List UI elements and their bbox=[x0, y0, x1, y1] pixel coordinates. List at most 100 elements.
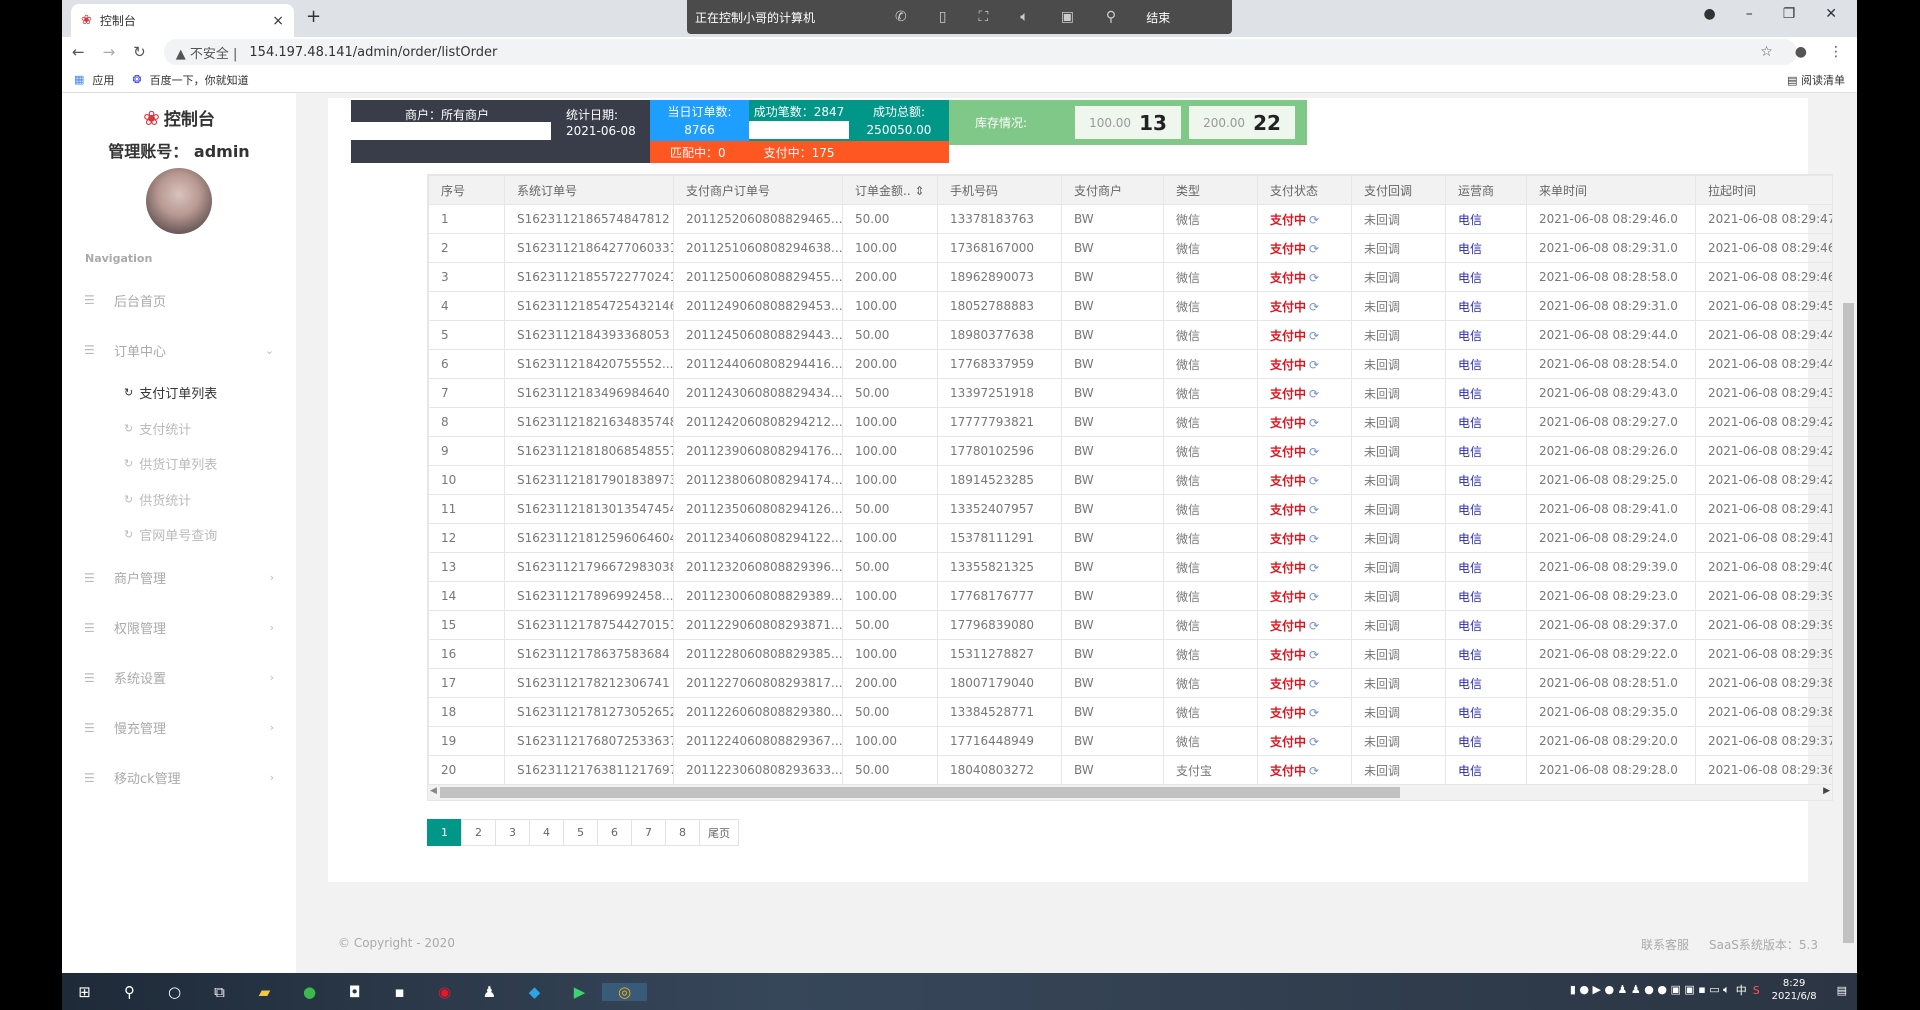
table-row[interactable]: 13 S1623112179667298303​8 2011232060808829… bbox=[428, 552, 1832, 582]
table-row[interactable]: 8 S1623112182163483574​8 20112420608082942… bbox=[428, 407, 1832, 437]
account-icon[interactable]: ● bbox=[1794, 44, 1807, 60]
column-header[interactable]: 支付回调 bbox=[1351, 175, 1446, 205]
scroll-right-icon[interactable]: ▶ bbox=[1823, 786, 1830, 796]
ratio-icon[interactable]: ▯ bbox=[938, 9, 947, 25]
table-row[interactable]: 9 S1623112181806854855​7 20112390608082941… bbox=[428, 436, 1832, 466]
media-player-icon[interactable]: ▶ bbox=[573, 982, 586, 1001]
search-icon[interactable]: ⚲ bbox=[124, 982, 135, 1001]
minimize-icon[interactable]: – bbox=[1745, 6, 1753, 22]
restore-icon[interactable]: ❐ bbox=[1782, 6, 1796, 22]
page-button[interactable]: 1 bbox=[427, 819, 462, 846]
telegram-icon[interactable]: ◆ bbox=[528, 982, 541, 1001]
task-view-icon[interactable]: ⧉ bbox=[214, 982, 225, 1001]
refresh-icon[interactable]: ⟳ bbox=[1309, 444, 1320, 459]
table-row[interactable]: 16 S1623112178637583684 201122806080882938… bbox=[428, 639, 1832, 669]
last-page-button[interactable]: 尾页 bbox=[699, 819, 739, 846]
weibo-icon[interactable]: ◉ bbox=[437, 982, 452, 1001]
phone-icon[interactable]: ✆ bbox=[895, 9, 907, 25]
sort-icon[interactable]: ⇕ bbox=[910, 183, 925, 198]
more-menu-icon[interactable]: ⋮ bbox=[1829, 44, 1843, 60]
profile-menu-icon[interactable]: ● bbox=[1703, 6, 1716, 22]
cortana-icon[interactable]: ○ bbox=[167, 982, 182, 1001]
sidebar-item[interactable]: ☰ 系统设置 › bbox=[62, 653, 296, 703]
sidebar-subitem[interactable]: ↻ 供货订单列表 bbox=[62, 446, 296, 482]
forward-icon[interactable]: → bbox=[102, 43, 116, 61]
sidebar-subitem[interactable]: ↻ 支付统计 bbox=[62, 411, 296, 447]
screen-icon[interactable]: ▣ bbox=[1060, 9, 1074, 25]
table-row[interactable]: 7 S1623112183496984640 2011243060808829434… bbox=[428, 378, 1832, 408]
refresh-icon[interactable]: ⟳ bbox=[1309, 763, 1320, 778]
refresh-icon[interactable]: ⟳ bbox=[1309, 589, 1320, 604]
reload-icon[interactable]: ↻ bbox=[133, 43, 146, 61]
column-header[interactable]: 支付商户 bbox=[1061, 175, 1164, 205]
page-button[interactable]: 4 bbox=[529, 819, 564, 846]
pin-icon[interactable]: ⚲ bbox=[1105, 9, 1117, 25]
refresh-icon[interactable]: ⟳ bbox=[1309, 386, 1320, 401]
close-window-icon[interactable]: ✕ bbox=[1825, 6, 1837, 22]
table-row[interactable]: 20 S1623112176381121769​7 2011223060808293… bbox=[428, 755, 1832, 785]
bookmark-baidu[interactable]: 百度一下，你就知道 bbox=[149, 73, 249, 87]
table-row[interactable]: 3 S1623112185572277024​1 20112500608088294… bbox=[428, 262, 1832, 292]
sidebar-subitem[interactable]: ↻ 支付订单列表 bbox=[62, 375, 296, 411]
refresh-icon[interactable]: ⟳ bbox=[1309, 270, 1320, 285]
column-header[interactable]: 支付商户订单号 bbox=[673, 175, 843, 205]
refresh-icon[interactable]: ⟳ bbox=[1309, 618, 1320, 633]
end-button[interactable]: 结束 bbox=[1146, 10, 1171, 25]
column-header[interactable]: 运营商 bbox=[1445, 175, 1527, 205]
column-header[interactable]: 订单金额.. ⇕ bbox=[842, 175, 938, 205]
refresh-icon[interactable]: ⟳ bbox=[1309, 473, 1320, 488]
back-icon[interactable]: ← bbox=[72, 43, 85, 61]
close-tab-icon[interactable]: × bbox=[272, 12, 284, 29]
column-header[interactable]: 来单时间 bbox=[1526, 175, 1696, 205]
scroll-left-icon[interactable]: ◀ bbox=[430, 786, 437, 796]
refresh-icon[interactable]: ⟳ bbox=[1309, 212, 1320, 227]
refresh-icon[interactable]: ⟳ bbox=[1309, 357, 1320, 372]
table-row[interactable]: 18 S1623112178127305265​2 2011226060808829… bbox=[428, 697, 1832, 727]
ime-indicator[interactable]: 中 bbox=[1735, 984, 1747, 997]
table-row[interactable]: 17 S1623112178212306741 201122706080829381… bbox=[428, 668, 1832, 698]
sidebar-subitem[interactable]: ↻ 供货统计 bbox=[62, 482, 296, 518]
page-button[interactable]: 2 bbox=[461, 819, 496, 846]
bookmark-apps[interactable]: 应用 bbox=[92, 73, 115, 87]
contact-link[interactable]: 联系客服 bbox=[1640, 938, 1689, 952]
chrome-icon[interactable]: ◎ bbox=[602, 982, 647, 1001]
table-row[interactable]: 11 S1623112181301354745​4 2011235060808294… bbox=[428, 494, 1832, 524]
page-button[interactable]: 7 bbox=[631, 819, 666, 846]
table-row[interactable]: 19 S1623112176807253363​7 2011224060808829… bbox=[428, 726, 1832, 756]
refresh-icon[interactable]: ⟳ bbox=[1309, 531, 1320, 546]
notification-icon[interactable]: ▤ bbox=[1836, 983, 1847, 997]
sidebar-item[interactable]: ☰ 移动ck管理 › bbox=[62, 753, 296, 803]
url-input[interactable]: ▲ 不安全 | 154.197.48.141/admin/order/listO… bbox=[163, 39, 1797, 65]
qq-icon[interactable]: ♟ bbox=[482, 982, 497, 1001]
page-scrollbar-thumb[interactable] bbox=[1843, 303, 1854, 943]
browser-360-icon[interactable]: ● bbox=[302, 982, 317, 1001]
column-header[interactable]: 手机号码 bbox=[937, 175, 1062, 205]
browser-tab[interactable]: ❀ 控制台 × bbox=[71, 4, 294, 37]
volume-icon[interactable]: 🔈︎ bbox=[1020, 9, 1029, 25]
clock[interactable]: 8:29 2021/6/8 bbox=[1772, 977, 1817, 1003]
table-row[interactable]: 5 S1623112184393368053 2011245060808829443… bbox=[428, 320, 1832, 350]
table-row[interactable]: 1 S1623112186574847812 2011252060808829465… bbox=[428, 204, 1832, 234]
refresh-icon[interactable]: ⟳ bbox=[1309, 734, 1320, 749]
page-button[interactable]: 8 bbox=[665, 819, 700, 846]
refresh-icon[interactable]: ⟳ bbox=[1309, 676, 1320, 691]
table-row[interactable]: 14 S162311217896992458... 2011230060808829… bbox=[428, 581, 1832, 611]
refresh-icon[interactable]: ⟳ bbox=[1309, 502, 1320, 517]
table-row[interactable]: 10 S1623112181790183897​3 2011238060808294… bbox=[428, 465, 1832, 495]
avatar[interactable] bbox=[146, 168, 212, 234]
refresh-icon[interactable]: ⟳ bbox=[1309, 560, 1320, 575]
page-button[interactable]: 3 bbox=[495, 819, 530, 846]
table-row[interactable]: 15 S1623112178754427015​1 2011229060808293… bbox=[428, 610, 1832, 640]
page-button[interactable]: 6 bbox=[597, 819, 632, 846]
sidebar-item[interactable]: ☰ 后台首页 bbox=[62, 275, 296, 325]
table-row[interactable]: 12 S1623112181259606460​4 2011234060808294… bbox=[428, 523, 1832, 553]
column-header[interactable]: 支付状态 bbox=[1257, 175, 1352, 205]
column-header[interactable]: 序号 bbox=[428, 175, 505, 205]
refresh-icon[interactable]: ⟳ bbox=[1309, 705, 1320, 720]
table-row[interactable]: 4 S1623112185472543214​6 20112490608088294… bbox=[428, 291, 1832, 321]
refresh-icon[interactable]: ⟳ bbox=[1309, 241, 1320, 256]
sidebar-item[interactable]: ☰ 慢充管理 › bbox=[62, 703, 296, 753]
tray-icons[interactable]: ▮ ● ▶ ● ♟ ♟ ● ● ▣ ▣ ▪ ▭ 🔈︎ bbox=[1569, 983, 1730, 996]
file-explorer-icon[interactable]: ▰ bbox=[258, 982, 271, 1001]
new-tab-button[interactable]: + bbox=[306, 6, 322, 27]
